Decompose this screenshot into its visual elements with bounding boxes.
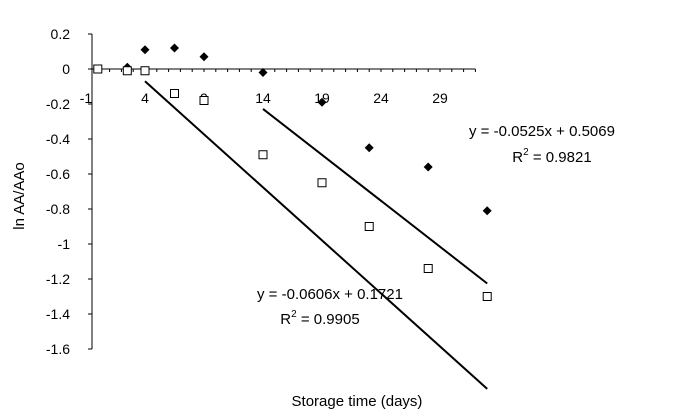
- data-point-square: [364, 222, 374, 231]
- x-tick-label: 4: [141, 90, 149, 106]
- r-squared-diamond: R2 = 0.9821: [512, 147, 591, 166]
- trendlines: [144, 80, 488, 390]
- y-axis-ticks: 0.2 0 -0.2 -0.4 -0.6 -0.8 -1 -1.2 -1.4 -1.6: [46, 26, 92, 357]
- data-point-diamond: [258, 68, 268, 77]
- trendline-diamond: [262, 108, 488, 285]
- x-axis-ticks: -14914192429: [80, 69, 476, 106]
- data-point-square: [423, 264, 433, 273]
- data-point-square: [482, 292, 492, 301]
- data-point-diamond: [170, 43, 179, 53]
- y-tick-label: -1.6: [46, 341, 70, 357]
- r-squared-diamond-value: = 0.9821: [529, 149, 592, 166]
- y-tick-label: -0.2: [46, 96, 70, 112]
- x-tick-label: -1: [80, 90, 93, 106]
- r-squared-square-value: = 0.9905: [297, 311, 360, 328]
- data-point-square: [122, 66, 132, 76]
- equation-square: y = -0.0606x + 0.1721: [257, 286, 403, 303]
- equation-diamond: y = -0.0525x + 0.5069: [469, 123, 615, 140]
- data-point-square: [258, 150, 268, 160]
- data-point-diamond: [140, 45, 150, 55]
- y-tick-label: -0.8: [46, 201, 70, 217]
- data-point-square: [317, 178, 327, 188]
- axes: [91, 34, 476, 349]
- r-squared-diamond-superscript: 2: [523, 147, 529, 158]
- trendline-square: [144, 80, 488, 390]
- y-axis-title: ln AA/AAo: [11, 162, 28, 230]
- y-tick-label: -1: [58, 236, 71, 252]
- y-tick-label: 0.2: [51, 26, 71, 42]
- y-tick-label: -0.6: [46, 166, 70, 182]
- data-point-diamond: [423, 162, 433, 172]
- data-point-diamond: [317, 97, 327, 107]
- equation-annotation-diamond: y = -0.0525x + 0.5069 R2 = 0.9821: [469, 123, 615, 166]
- y-tick-label: -1.4: [46, 306, 70, 322]
- data-point-diamond: [482, 206, 492, 216]
- data-point-square: [199, 96, 209, 105]
- x-axis-title: Storage time (days): [292, 393, 423, 410]
- data-points: [93, 43, 492, 301]
- data-point-square: [170, 89, 179, 98]
- data-point-square: [140, 66, 150, 76]
- equation-annotation-square: y = -0.0606x + 0.1721 R2 = 0.9905: [257, 286, 403, 328]
- y-tick-label: -1.2: [46, 271, 70, 287]
- x-tick-label: 14: [255, 90, 271, 106]
- x-tick-label: 29: [432, 90, 448, 106]
- r-squared-square-symbol: R: [280, 311, 291, 328]
- y-tick-label: -0.4: [46, 131, 70, 147]
- data-point-diamond: [199, 52, 209, 62]
- y-tick-label: 0: [62, 61, 70, 77]
- r-squared-diamond-symbol: R: [512, 149, 523, 166]
- r-squared-square: R2 = 0.9905: [280, 309, 359, 328]
- x-tick-label: 24: [373, 90, 389, 106]
- data-point-square: [93, 64, 103, 74]
- data-point-diamond: [364, 143, 374, 153]
- r-squared-square-superscript: 2: [291, 309, 297, 320]
